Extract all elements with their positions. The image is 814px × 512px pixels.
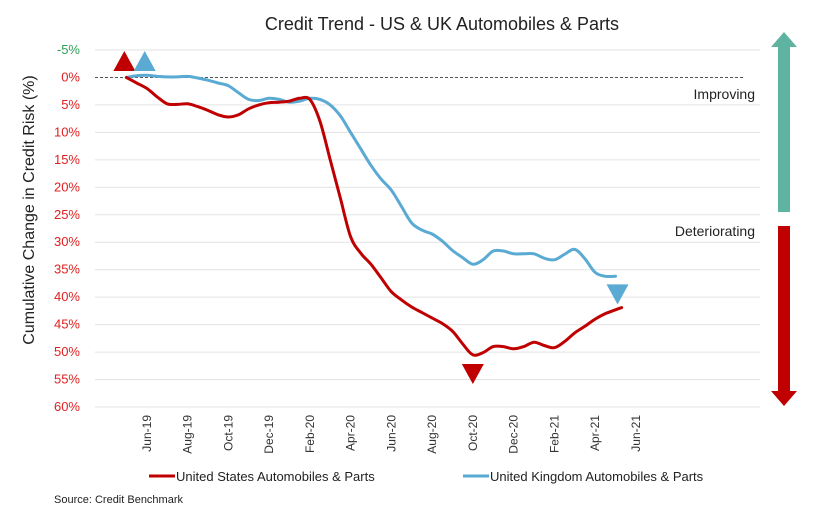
y-axis-label: Cumulative Change in Credit Risk (%) — [21, 75, 38, 344]
y-tick-label: 20% — [54, 179, 80, 194]
legend: United States Automobiles & Parts United… — [149, 469, 704, 484]
chart-title: Credit Trend - US & UK Automobiles & Par… — [265, 14, 619, 34]
direction-arrows — [771, 32, 797, 406]
source-note: Source: Credit Benchmark — [54, 494, 183, 506]
improving-arrow-head — [771, 32, 797, 47]
y-tick-label: 50% — [54, 344, 80, 359]
y-tick-label: 55% — [54, 372, 80, 387]
y-tick-label: 5% — [61, 97, 80, 112]
legend-label-uk: United Kingdom Automobiles & Parts — [490, 469, 704, 484]
grid-lines — [95, 49, 760, 408]
x-tick-label: Aug-19 — [181, 415, 195, 454]
x-tick-label: Aug-20 — [425, 415, 439, 454]
series-line-us — [124, 76, 624, 357]
improving-label: Improving — [694, 86, 755, 102]
y-tick-label: 35% — [54, 262, 80, 277]
marker-up-triangle — [113, 50, 136, 71]
legend-label-us: United States Automobiles & Parts — [176, 469, 375, 484]
x-tick-label: Apr-20 — [344, 415, 358, 451]
x-tick-label: Oct-20 — [466, 415, 480, 451]
x-tick-label: Feb-20 — [303, 415, 317, 453]
deteriorating-label: Deteriorating — [675, 223, 755, 239]
y-tick-label: 10% — [54, 124, 80, 139]
y-tick-label: 45% — [54, 317, 80, 332]
marker-down-triangle — [606, 284, 629, 305]
x-tick-label: Jun-20 — [384, 415, 398, 452]
y-tick-label: 0% — [61, 69, 80, 84]
marker-down-triangle — [461, 364, 484, 385]
y-tick-label: 15% — [54, 152, 80, 167]
y-tick-label: 60% — [54, 399, 80, 414]
y-tick-label: 30% — [54, 234, 80, 249]
x-tick-label: Jun-19 — [140, 415, 154, 452]
deteriorating-arrow-head — [771, 391, 797, 406]
deteriorating-arrow-shaft — [778, 226, 790, 394]
x-axis-ticks: Jun-19 Aug-19 Oct-19 Dec-19 Feb-20 Apr-20 Jun-… — [140, 415, 643, 454]
y-axis-ticks: -5% 0% 5% 10% 15% 20% 25% 30% 35% 40% 45% 50% 55% 60% — [54, 42, 80, 414]
x-tick-label: Feb-21 — [547, 415, 561, 453]
x-tick-label: Dec-20 — [507, 415, 521, 454]
y-tick-label: -5% — [57, 42, 81, 57]
improving-arrow-shaft — [778, 44, 790, 212]
series-lines — [124, 73, 624, 357]
markers — [113, 50, 629, 385]
x-tick-label: Oct-19 — [221, 415, 235, 451]
x-tick-label: Jun-21 — [629, 415, 643, 452]
y-tick-label: 40% — [54, 289, 80, 304]
marker-up-triangle — [133, 50, 156, 71]
x-tick-label: Dec-19 — [262, 415, 276, 454]
y-tick-label: 25% — [54, 207, 80, 222]
x-tick-label: Apr-21 — [588, 415, 602, 451]
series-line-uk — [124, 73, 617, 279]
